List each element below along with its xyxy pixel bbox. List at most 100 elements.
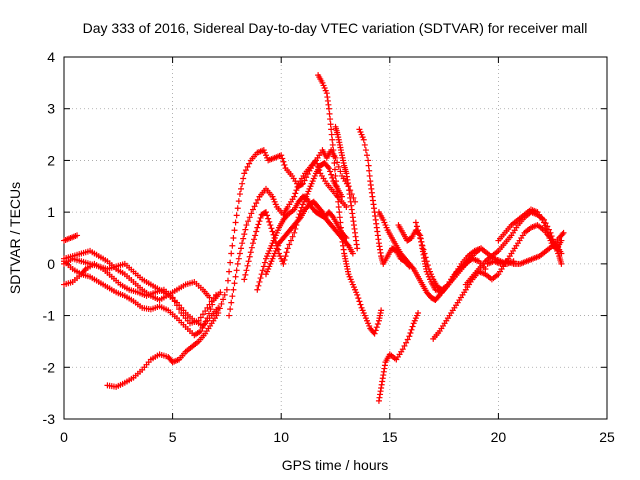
data-point xyxy=(280,260,287,267)
data-point xyxy=(239,240,246,247)
data-point xyxy=(264,212,271,219)
data-point xyxy=(228,250,235,257)
data-point xyxy=(363,152,370,159)
data-point xyxy=(262,209,269,216)
axis-ticks: 0 5 10 15 20 25 -3 -2 -1 0 1 2 3 4 xyxy=(43,49,615,445)
data-point xyxy=(246,214,253,221)
data-point xyxy=(224,277,231,284)
data-point xyxy=(229,293,236,300)
data-point xyxy=(407,330,414,337)
data-point xyxy=(366,167,373,174)
data-point xyxy=(244,163,251,170)
data-point xyxy=(336,209,343,216)
data-point xyxy=(332,172,339,179)
data-point xyxy=(292,190,299,197)
data-point xyxy=(373,324,380,331)
data-layer xyxy=(61,72,567,404)
data-point xyxy=(418,238,425,245)
data-point xyxy=(298,181,305,188)
data-point xyxy=(329,213,336,220)
y-tick-label: -1 xyxy=(43,308,56,324)
data-point xyxy=(560,229,567,236)
data-point xyxy=(235,255,242,262)
data-point xyxy=(338,229,345,236)
x-tick-label: 0 xyxy=(60,429,68,445)
data-point xyxy=(334,193,341,200)
y-axis-label: SDTVAR / TECUs xyxy=(7,182,23,294)
data-point xyxy=(365,157,372,164)
data-point xyxy=(421,250,428,257)
data-point xyxy=(284,245,291,252)
data-point xyxy=(283,249,290,256)
data-point xyxy=(254,224,261,231)
series-track-19 xyxy=(430,222,565,342)
data-point xyxy=(371,330,378,337)
data-point xyxy=(239,180,246,187)
data-point xyxy=(422,254,429,261)
data-point xyxy=(291,193,298,200)
data-point xyxy=(268,225,275,232)
data-point xyxy=(243,267,250,274)
data-point xyxy=(242,271,249,278)
data-point xyxy=(419,242,426,249)
series-track-1 xyxy=(61,258,224,339)
data-point xyxy=(253,200,260,207)
y-tick-label: -2 xyxy=(43,359,56,375)
data-point xyxy=(558,237,565,244)
data-point xyxy=(236,250,243,257)
data-point xyxy=(329,141,336,148)
data-point xyxy=(216,305,223,312)
data-point xyxy=(229,242,236,249)
data-point xyxy=(257,275,264,282)
data-point xyxy=(409,264,416,271)
data-point xyxy=(361,141,368,148)
data-point xyxy=(374,320,381,327)
data-point xyxy=(325,105,332,112)
data-point xyxy=(223,286,230,293)
data-point xyxy=(423,258,430,265)
data-point xyxy=(415,227,422,234)
data-point xyxy=(406,333,413,340)
data-point xyxy=(246,160,253,167)
data-point xyxy=(328,171,335,178)
data-point xyxy=(303,174,310,181)
data-point xyxy=(328,131,335,138)
series-track-5 xyxy=(61,255,222,329)
series-track-13 xyxy=(332,123,361,252)
x-tick-label: 10 xyxy=(273,429,289,445)
data-point xyxy=(362,147,369,154)
data-point xyxy=(435,293,442,300)
chart-title: Day 333 of 2016, Sidereal Day-to-day VTE… xyxy=(83,20,588,36)
data-point xyxy=(278,152,285,159)
data-point xyxy=(197,314,204,321)
data-point xyxy=(253,228,260,235)
series-track-15 xyxy=(356,126,413,270)
data-point xyxy=(74,232,81,239)
data-point xyxy=(336,214,343,221)
y-tick-label: 2 xyxy=(47,152,55,168)
data-point xyxy=(256,218,263,225)
data-point xyxy=(232,219,239,226)
data-point xyxy=(226,312,233,319)
data-point xyxy=(420,246,427,253)
data-point xyxy=(200,311,207,318)
data-point xyxy=(334,159,341,166)
data-point xyxy=(246,253,253,260)
data-point xyxy=(217,289,224,296)
data-point xyxy=(413,223,420,230)
data-point xyxy=(208,298,215,305)
data-point xyxy=(244,262,251,269)
data-point xyxy=(243,222,250,229)
data-point xyxy=(344,241,351,248)
data-point xyxy=(289,233,296,240)
x-tick-label: 20 xyxy=(491,429,507,445)
data-point xyxy=(412,219,419,226)
data-point xyxy=(234,260,241,267)
data-point xyxy=(245,258,252,265)
data-point xyxy=(255,282,262,289)
data-point xyxy=(287,237,294,244)
data-point xyxy=(249,240,256,247)
data-point xyxy=(234,205,241,212)
data-point xyxy=(227,306,234,313)
y-tick-label: 1 xyxy=(47,204,55,220)
